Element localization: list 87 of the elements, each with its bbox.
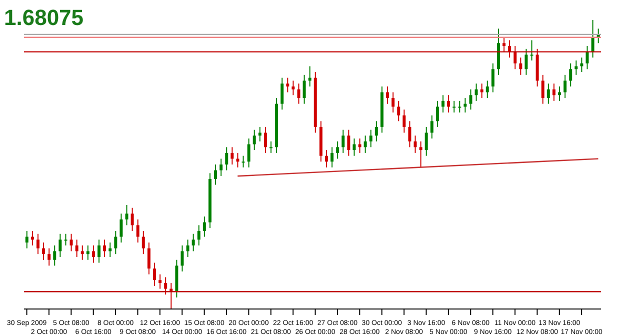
candlestick <box>419 140 422 168</box>
candlestick <box>569 62 572 87</box>
candlestick <box>247 138 250 168</box>
candlestick <box>186 239 190 258</box>
candlestick <box>214 164 218 186</box>
candlestick <box>552 83 556 102</box>
candlestick <box>58 233 62 258</box>
candlestick <box>225 146 228 171</box>
candlestick <box>130 207 134 232</box>
candlestick <box>564 74 567 99</box>
candlestick <box>258 126 262 142</box>
candlestick <box>136 218 140 244</box>
candlestick <box>474 83 478 102</box>
candlestick <box>591 20 594 58</box>
candlestick <box>530 40 534 61</box>
candlestick <box>436 100 439 128</box>
candlestick <box>86 244 90 260</box>
candlestick <box>519 57 522 76</box>
candlestick <box>220 158 223 177</box>
candlestick <box>441 94 444 113</box>
candlestick <box>142 230 145 255</box>
candlestick <box>330 146 334 168</box>
candlestick <box>414 135 417 154</box>
candlestick <box>447 94 450 113</box>
candlestick <box>374 120 378 142</box>
candlestick <box>458 100 462 113</box>
candlestick <box>42 242 46 260</box>
candlestick <box>502 36 506 52</box>
candlestick <box>491 62 494 93</box>
candlestick <box>280 77 284 110</box>
candlestick <box>64 233 68 246</box>
candlestick <box>125 204 128 226</box>
candlestick <box>120 213 123 244</box>
candlestick <box>252 129 256 151</box>
candlestick <box>336 140 340 160</box>
candlestick <box>392 92 395 113</box>
candlestick <box>264 126 267 154</box>
candlestick <box>480 83 484 99</box>
candlestick <box>197 224 200 246</box>
candlestick <box>70 233 73 252</box>
candlestick <box>574 60 578 76</box>
candlestick <box>297 83 300 104</box>
candlestick <box>364 135 367 154</box>
candlestick <box>25 230 28 249</box>
chart-title: 1.68075 <box>4 5 84 30</box>
candlestick <box>452 100 456 113</box>
candlestick <box>424 126 428 156</box>
candlestick <box>202 216 206 238</box>
candlestick <box>114 230 118 255</box>
candlestick <box>324 150 328 168</box>
candlestick <box>158 274 162 290</box>
candlestick <box>242 155 245 168</box>
candlestick <box>180 244 184 272</box>
candlestick <box>48 248 51 266</box>
candlestick <box>514 46 517 70</box>
candlestick <box>524 48 528 76</box>
candlestick <box>103 239 106 258</box>
candlestick <box>430 114 434 139</box>
candlestick <box>397 100 400 122</box>
candlestick <box>402 109 406 134</box>
candlestick <box>541 74 544 104</box>
candlestick <box>369 129 372 148</box>
candlestick <box>147 242 150 275</box>
candlestick <box>586 46 589 70</box>
candlestick <box>486 80 489 99</box>
candlestick <box>546 83 550 104</box>
candlestick <box>347 129 350 156</box>
candlestick <box>302 74 306 104</box>
candlestick <box>80 244 84 260</box>
candlestick <box>75 239 78 258</box>
candlestick <box>98 239 101 264</box>
candlestick <box>53 244 56 266</box>
candlestick <box>342 129 345 154</box>
candlestick <box>236 152 240 168</box>
candlestick <box>164 276 168 296</box>
candlestick <box>408 120 412 148</box>
candlestick <box>270 140 272 154</box>
candlestick <box>286 77 290 93</box>
candlestick <box>352 138 356 156</box>
candlestick <box>469 88 472 110</box>
candlestick <box>230 146 234 165</box>
candlestick <box>92 244 95 264</box>
candlestick <box>292 80 295 96</box>
candlestick <box>36 233 40 255</box>
candlestick <box>152 262 156 286</box>
candlestick <box>386 86 390 104</box>
candlestick <box>192 233 195 252</box>
